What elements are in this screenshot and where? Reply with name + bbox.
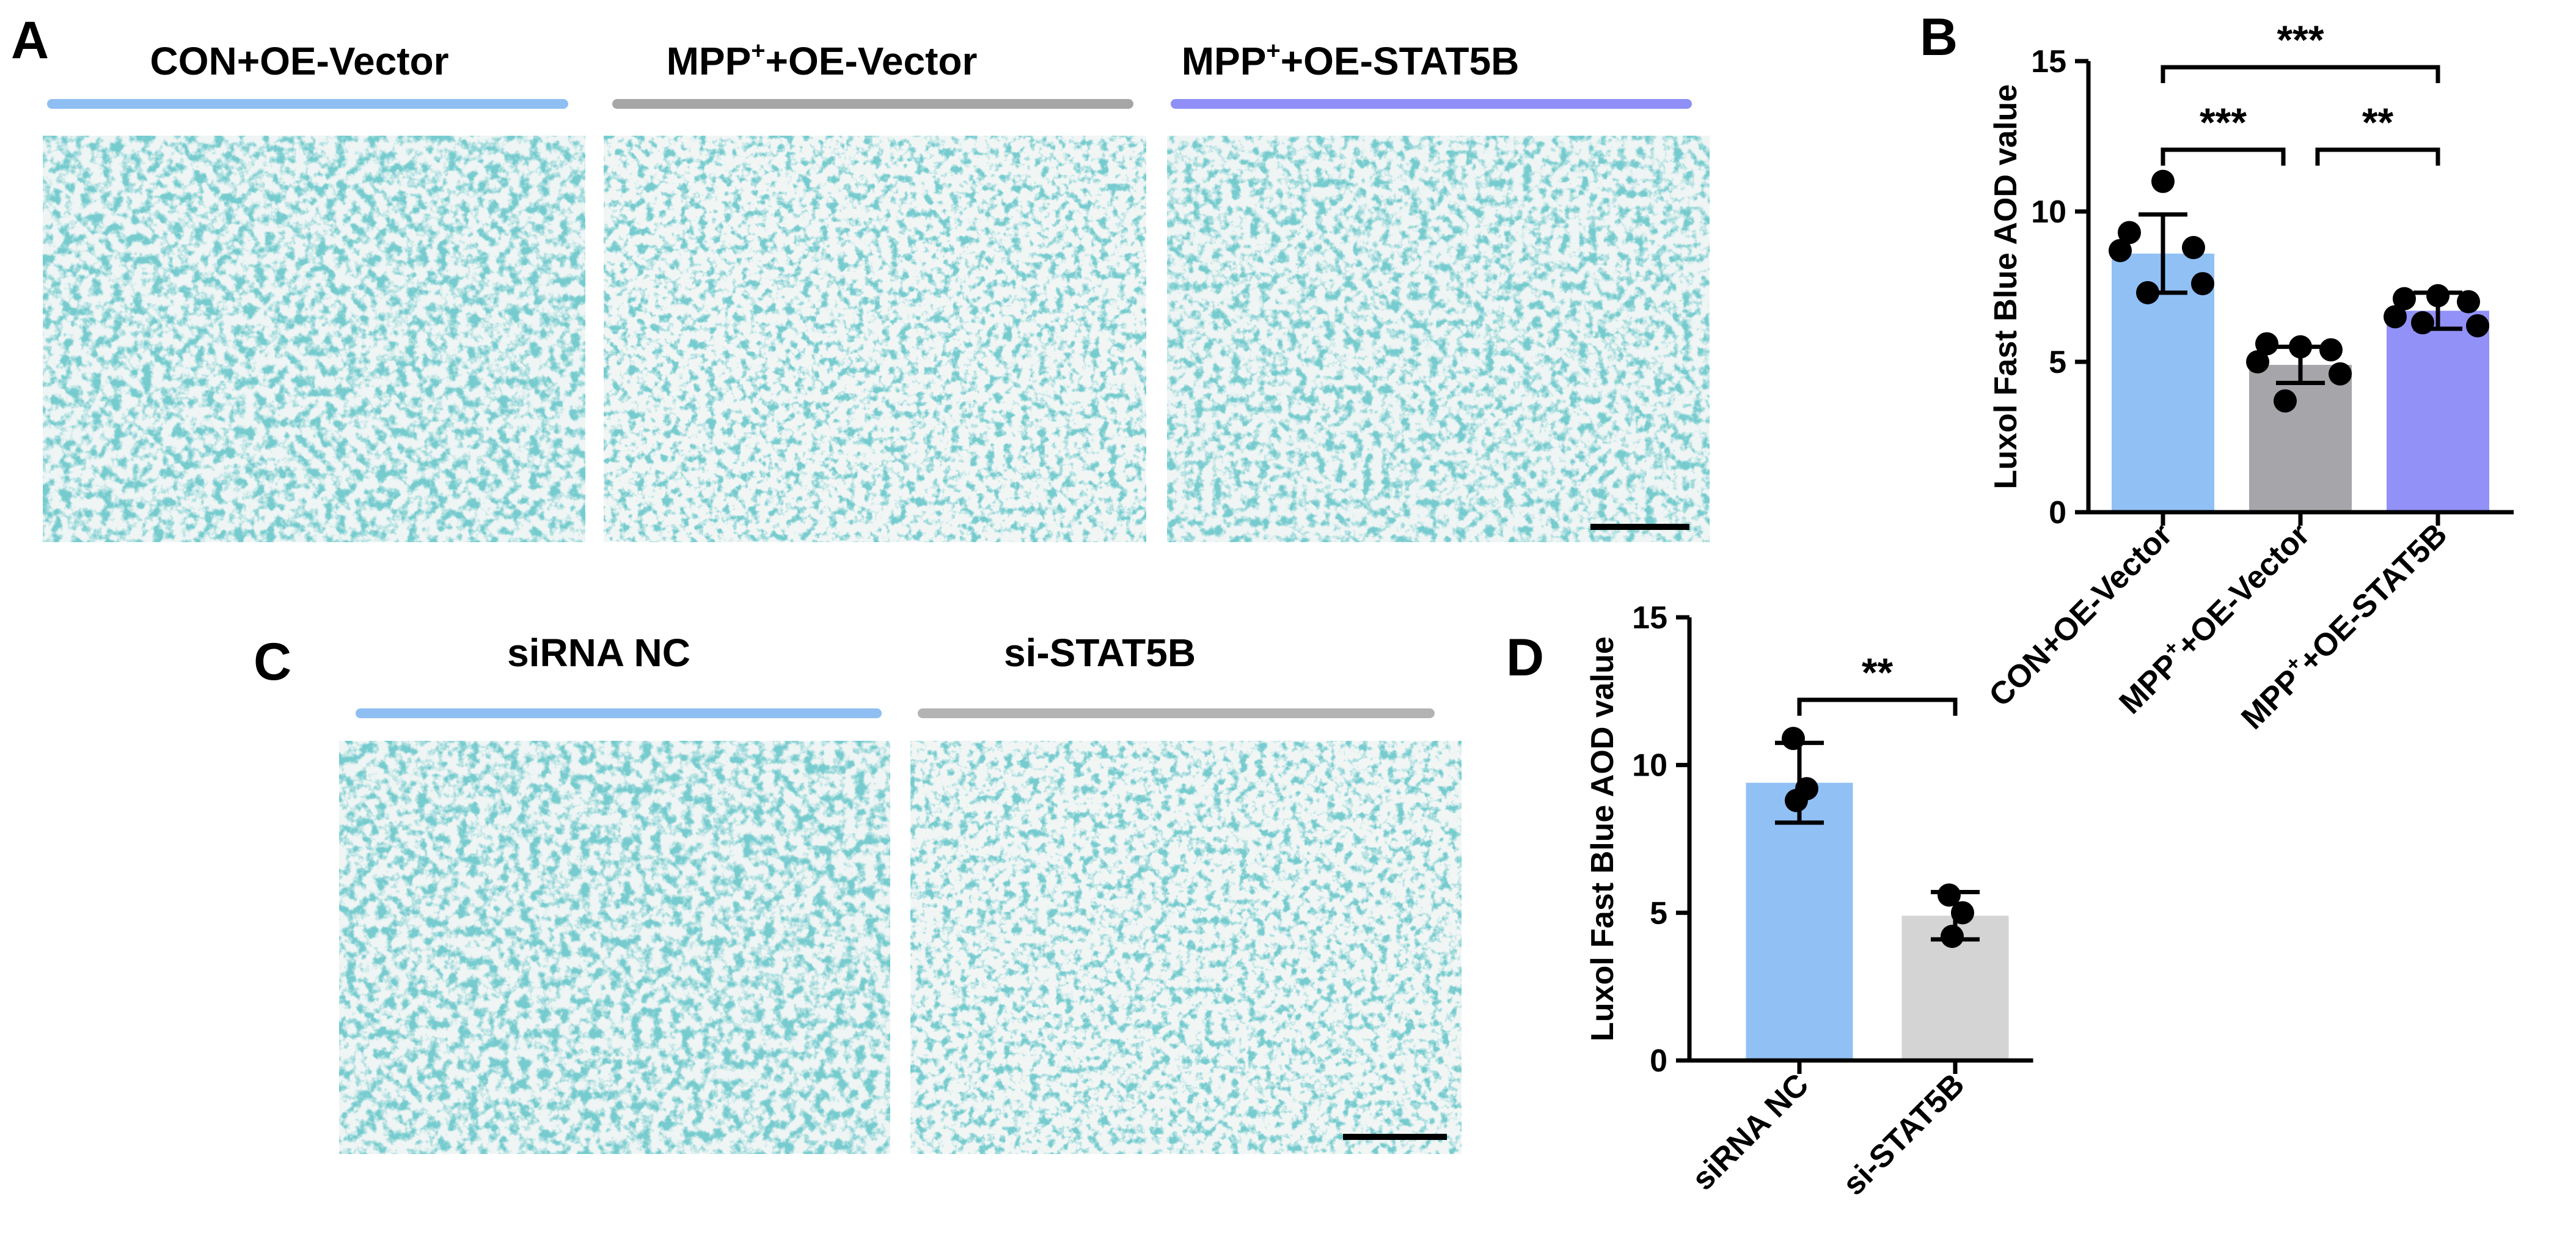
panel-d-letter: D: [1506, 628, 1544, 687]
significance-label: ***: [2277, 17, 2324, 62]
significance-label: ***: [2200, 100, 2247, 145]
panel-a-title-1: CON+OE-Vector: [150, 39, 448, 83]
y-axis-label: Luxol Fast Blue AOD value: [1585, 636, 1620, 1042]
data-point: [2289, 335, 2312, 359]
panel-b: B 051015CON+OE-VectorMPP++OE-VectorMPP++…: [1920, 8, 2514, 737]
data-point: [2274, 389, 2297, 413]
panel-d: D 0 5 10 15 siRNA NC si-STAT5B Luxol Fast Blue…: [1506, 600, 2033, 1202]
data-point: [1782, 727, 1805, 751]
panel-b-letter: B: [1920, 8, 1958, 67]
chart-d: 0 5 10 15 siRNA NC si-STAT5B Luxol Fast Blue A…: [1585, 600, 2033, 1202]
significance-bracket: [2161, 65, 2440, 83]
y-tick-label: 10: [2031, 194, 2066, 230]
micrograph-si-stat5b: [910, 741, 1462, 1154]
data-point: [2426, 284, 2450, 307]
chart-b: 051015CON+OE-VectorMPP++OE-VectorMPP++OE…: [1983, 17, 2514, 737]
data-point: [2466, 314, 2489, 337]
data-point: [2182, 236, 2205, 260]
significance-label: **: [1862, 650, 1894, 695]
data-point: [2191, 272, 2214, 296]
y-tick-label: 0: [1650, 1043, 1667, 1079]
significance-bracket: [2315, 147, 2440, 166]
micrograph-mpp-oe-vector: [604, 136, 1146, 542]
micrograph-mpp-oe-stat5b: [1167, 136, 1710, 542]
y-tick-label: 5: [1650, 895, 1667, 931]
data-point: [1941, 925, 1964, 948]
y-tick-label: 15: [1632, 600, 1667, 636]
data-point: [2411, 311, 2434, 335]
data-point: [2255, 332, 2278, 356]
data-point: [2246, 350, 2269, 373]
panel-c-letter: C: [254, 633, 291, 691]
panel-a-title-2: MPP++OE-Vector: [667, 37, 978, 83]
panel-a-letter: A: [11, 11, 49, 70]
data-point: [1937, 883, 1961, 907]
panel-c: C siRNA NC si-STAT5B: [254, 631, 1462, 1154]
data-point: [2393, 287, 2416, 310]
bar: [2387, 310, 2489, 512]
y-tick-label: 15: [2031, 44, 2066, 79]
significance-label: **: [2362, 100, 2394, 145]
data-point: [2151, 169, 2175, 193]
data-point: [1785, 788, 1808, 812]
micrograph-sirna-nc: [339, 741, 890, 1154]
data-point: [2109, 238, 2132, 262]
data-point: [2319, 338, 2343, 362]
x-tick-label: siRNA NC: [1685, 1067, 1815, 1197]
panel-a: A CON+OE-Vector MPP++OE-Vector MPP++OE-S…: [11, 11, 1710, 542]
y-tick-label: 0: [2049, 495, 2066, 531]
y-axis-label: Luxol Fast Blue AOD value: [1988, 84, 2024, 490]
panel-c-title-2: si-STAT5B: [1004, 631, 1196, 675]
y-tick-label: 10: [1632, 748, 1667, 784]
data-point: [2118, 221, 2141, 244]
significance-bracket: [2161, 147, 2286, 166]
data-point: [2384, 305, 2407, 329]
y-tick-label: 5: [2049, 345, 2066, 380]
panel-a-title-3: MPP++OE-STAT5B: [1182, 37, 1520, 83]
micrograph-con-oe-vector: [43, 136, 585, 542]
data-point: [1951, 901, 1974, 925]
bar: [1746, 782, 1853, 1060]
x-tick-label: si-STAT5B: [1836, 1067, 1971, 1202]
significance-bracket: [1797, 697, 1958, 716]
data-point: [2457, 290, 2480, 314]
data-point: [2136, 281, 2159, 304]
data-point: [2329, 362, 2352, 386]
bar: [2112, 253, 2214, 512]
bar: [2249, 364, 2352, 512]
panel-c-title-1: siRNA NC: [507, 631, 690, 675]
